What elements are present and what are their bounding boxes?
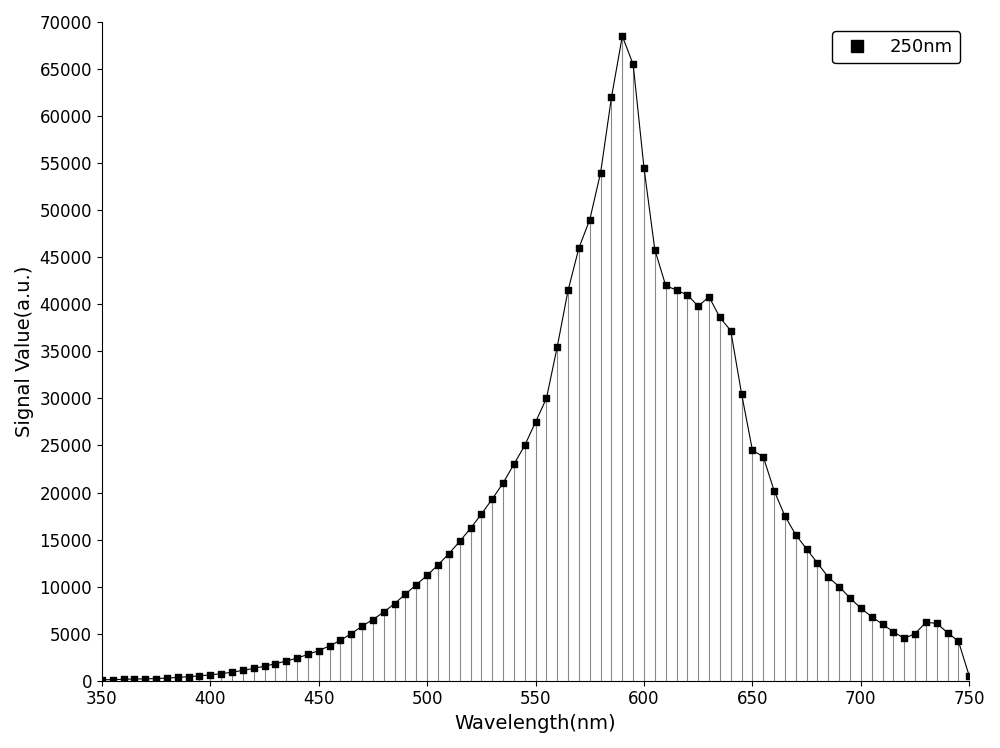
Point xyxy=(614,30,630,42)
Point xyxy=(755,451,771,463)
X-axis label: Wavelength(nm): Wavelength(nm) xyxy=(455,714,616,733)
Point xyxy=(408,579,424,591)
Point xyxy=(376,606,392,618)
Point xyxy=(766,485,782,497)
Point xyxy=(961,670,977,682)
Point xyxy=(538,393,554,405)
Point xyxy=(441,548,457,560)
Point xyxy=(191,670,207,682)
Point xyxy=(170,672,186,684)
Point xyxy=(397,588,413,600)
Point xyxy=(94,674,110,686)
Point xyxy=(549,340,565,352)
Point xyxy=(950,635,966,647)
Point xyxy=(484,493,500,505)
Point xyxy=(246,663,262,675)
Point xyxy=(625,58,641,70)
Point xyxy=(419,569,435,581)
Point xyxy=(235,664,251,676)
Point xyxy=(463,522,479,534)
Point xyxy=(853,602,869,614)
Point xyxy=(799,543,815,555)
Point xyxy=(105,674,121,686)
Point xyxy=(809,557,825,569)
Point xyxy=(744,444,760,456)
Point xyxy=(907,628,923,640)
Point xyxy=(506,459,522,470)
Point xyxy=(181,671,197,683)
Point xyxy=(777,510,793,522)
Point xyxy=(842,592,858,604)
Point xyxy=(896,632,912,644)
Point xyxy=(213,668,229,680)
Point xyxy=(875,619,891,631)
Point xyxy=(311,645,327,657)
Point xyxy=(690,300,706,312)
Point xyxy=(885,626,901,638)
Point xyxy=(788,529,804,541)
Point xyxy=(647,244,663,256)
Point xyxy=(452,536,468,548)
Point xyxy=(343,628,359,640)
Point xyxy=(257,660,273,672)
Point xyxy=(571,242,587,254)
Point xyxy=(560,284,576,296)
Point xyxy=(723,325,739,337)
Point xyxy=(430,559,446,571)
Point xyxy=(593,167,609,179)
Point xyxy=(473,508,489,520)
Point xyxy=(300,649,316,660)
Point xyxy=(126,673,142,685)
Point xyxy=(820,571,836,583)
Point xyxy=(365,613,381,625)
Point xyxy=(864,611,880,623)
Point xyxy=(354,620,370,632)
Point xyxy=(831,580,847,592)
Point xyxy=(734,387,750,399)
Point xyxy=(582,214,598,226)
Point xyxy=(918,616,934,628)
Legend: 250nm: 250nm xyxy=(832,31,960,64)
Point xyxy=(159,672,175,684)
Point xyxy=(701,291,717,303)
Point xyxy=(940,627,956,639)
Point xyxy=(224,666,240,678)
Point xyxy=(332,634,348,646)
Point xyxy=(517,440,533,452)
Point xyxy=(712,311,728,323)
Point xyxy=(495,477,511,489)
Point xyxy=(658,280,674,292)
Y-axis label: Signal Value(a.u.): Signal Value(a.u.) xyxy=(15,266,34,437)
Point xyxy=(603,91,619,103)
Point xyxy=(669,284,685,296)
Point xyxy=(116,673,132,685)
Point xyxy=(289,652,305,664)
Point xyxy=(679,289,695,301)
Point xyxy=(202,669,218,681)
Point xyxy=(528,416,544,428)
Point xyxy=(148,672,164,684)
Point xyxy=(322,640,338,652)
Point xyxy=(137,673,153,685)
Point xyxy=(387,598,403,610)
Point xyxy=(278,655,294,667)
Point xyxy=(636,162,652,174)
Point xyxy=(267,657,283,669)
Point xyxy=(929,617,945,629)
